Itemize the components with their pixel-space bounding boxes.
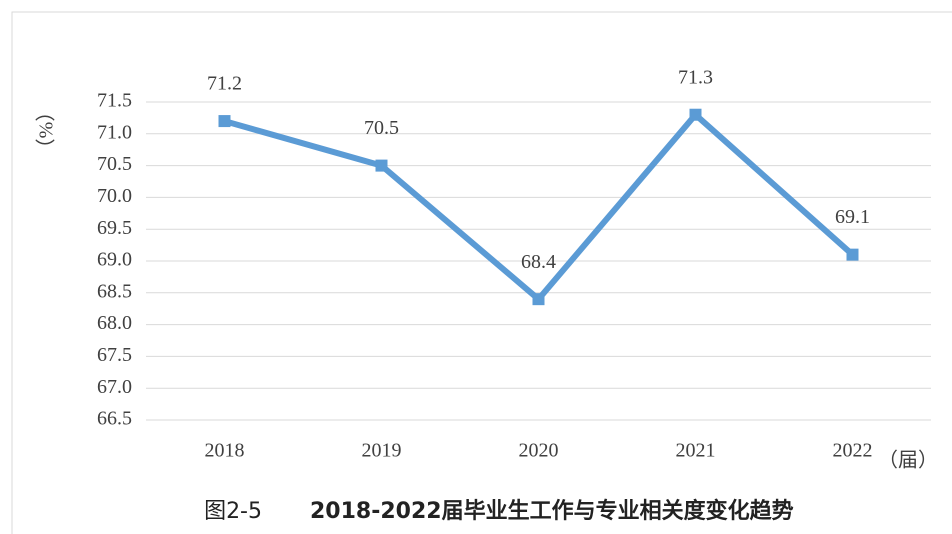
y-tick-label: 69.0 xyxy=(97,249,132,271)
y-tick-label: 69.5 xyxy=(97,217,132,239)
x-tick-label: 2022 xyxy=(833,440,873,462)
data-label: 70.5 xyxy=(364,117,399,139)
y-tick-label: 66.5 xyxy=(97,408,132,430)
point-marker xyxy=(375,159,388,172)
y-tick-label: 67.5 xyxy=(97,344,132,366)
y-tick-label: 68.0 xyxy=(97,312,132,334)
caption-label: 图2-5 xyxy=(204,499,262,524)
x-tick-label: 2019 xyxy=(362,440,402,462)
y-tick-label: 67.0 xyxy=(97,376,132,398)
point-marker xyxy=(846,248,859,261)
point-marker xyxy=(218,115,231,128)
chart-frame xyxy=(11,11,952,534)
data-label: 68.4 xyxy=(521,251,556,273)
point-marker xyxy=(532,293,545,306)
x-tick-label: 2021 xyxy=(676,440,716,462)
x-tick-label: 2018 xyxy=(205,440,245,462)
data-label: 71.3 xyxy=(678,66,713,88)
caption-text: 2018-2022届毕业生工作与专业相关度变化趋势 xyxy=(310,498,794,524)
y-tick-label: 70.5 xyxy=(97,153,132,175)
y-tick-label: 71.0 xyxy=(97,121,132,143)
x-tick-label: 2020 xyxy=(519,440,559,462)
y-tick-label: 68.5 xyxy=(97,280,132,302)
y-axis-label: （%） xyxy=(35,102,58,159)
y-tick-label: 71.5 xyxy=(97,90,132,112)
data-label: 71.2 xyxy=(207,73,242,95)
x-axis-label: （届） xyxy=(878,449,938,472)
data-label: 69.1 xyxy=(835,206,870,228)
y-tick-label: 70.0 xyxy=(97,185,132,207)
point-marker xyxy=(689,108,702,121)
